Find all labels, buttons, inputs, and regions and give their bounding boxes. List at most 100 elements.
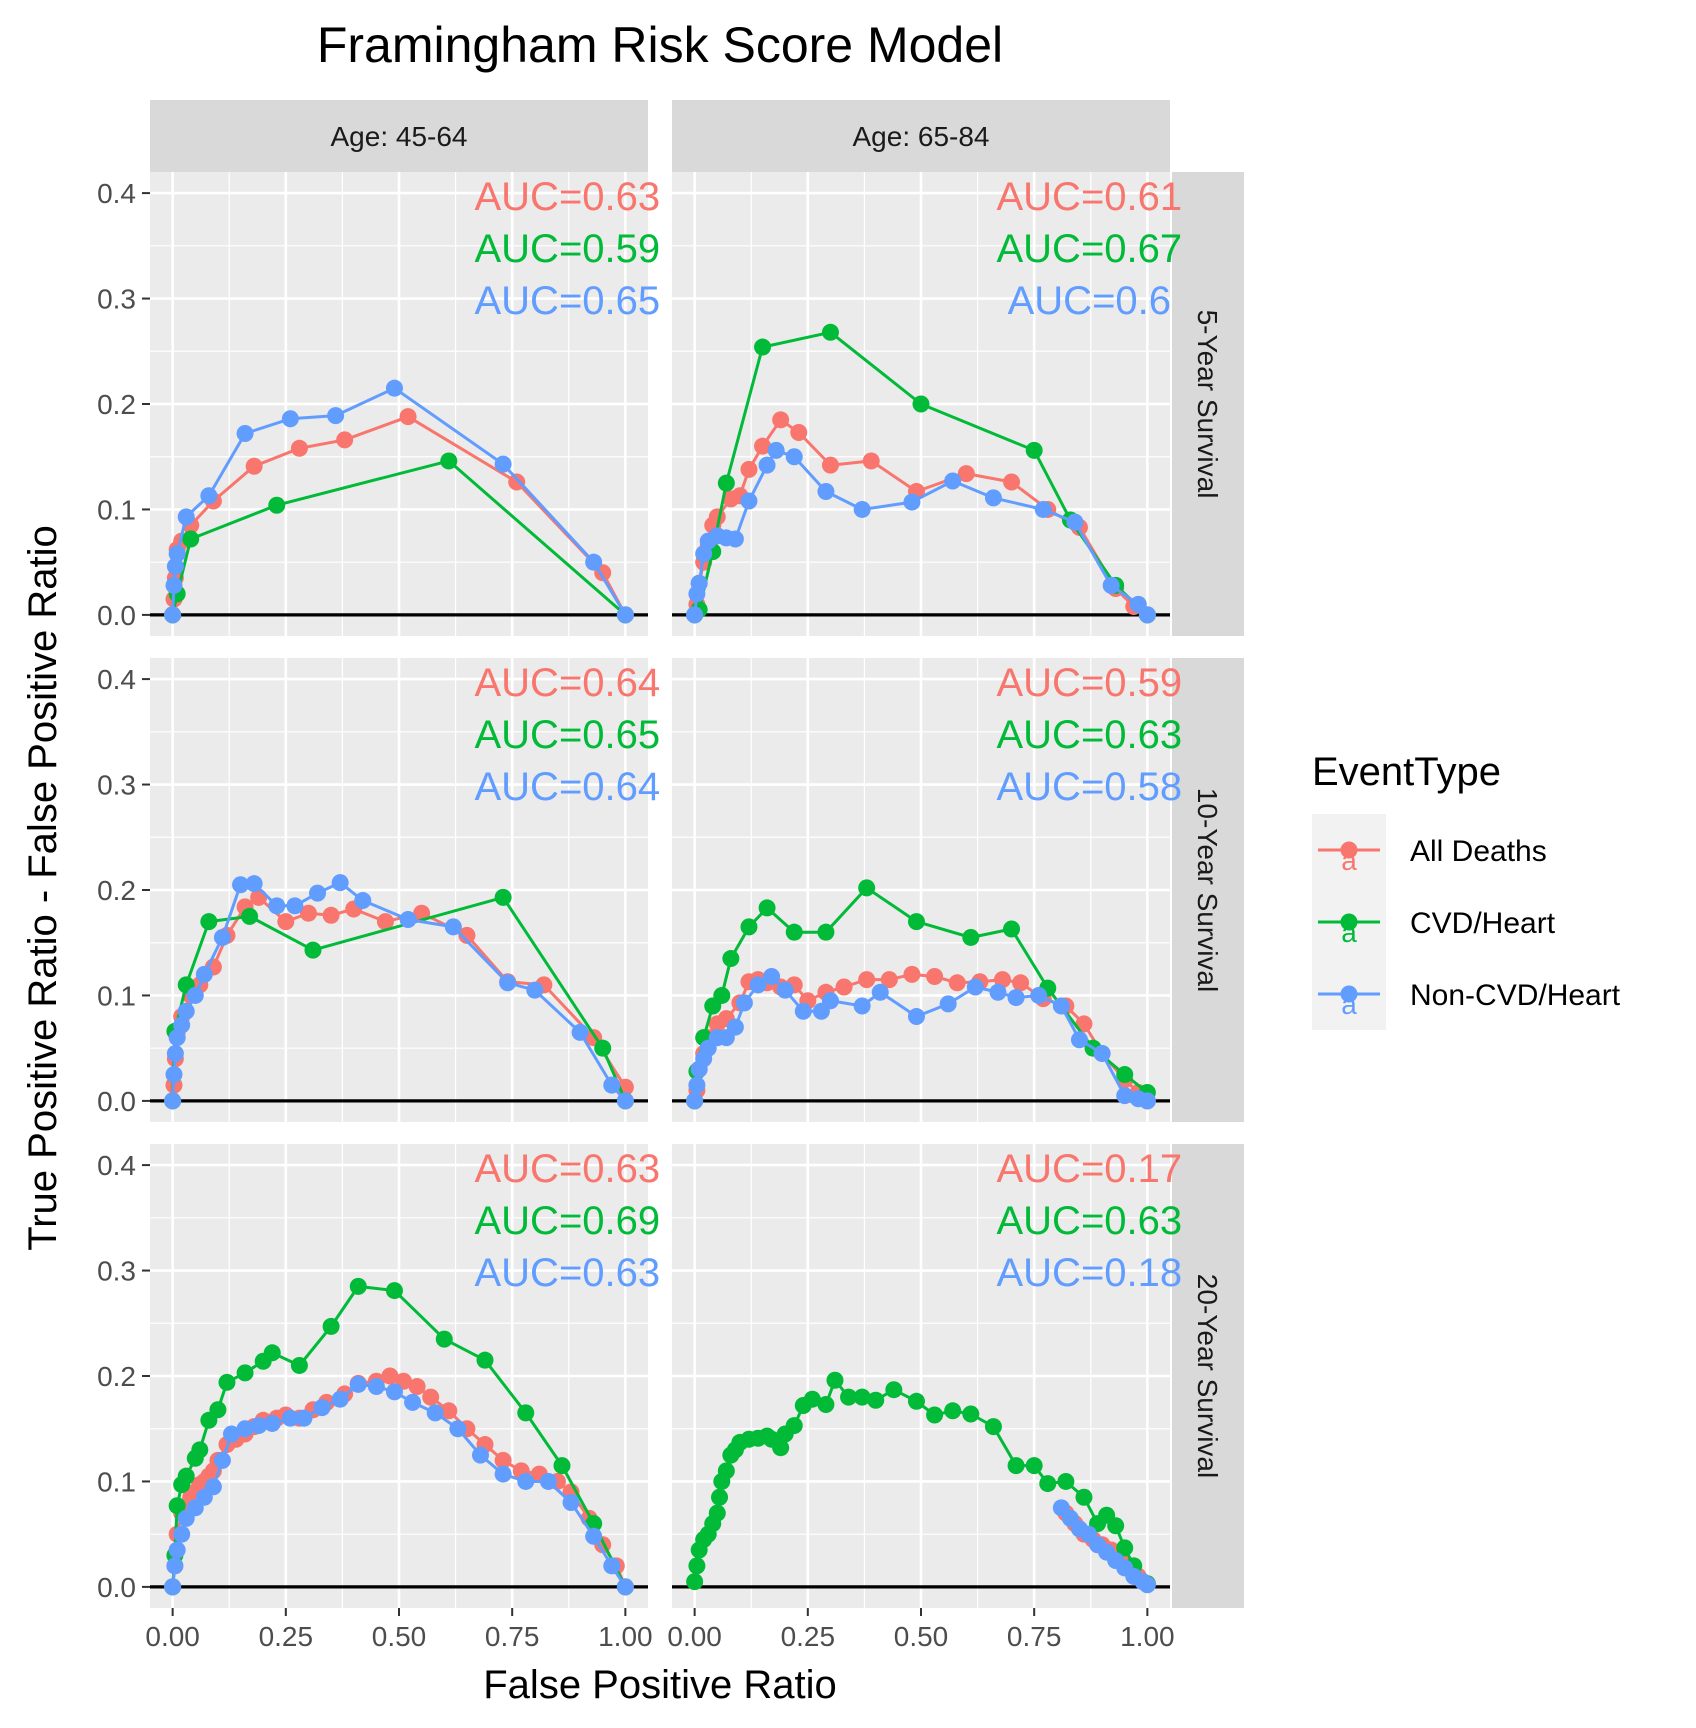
data-point-non-cvd-heart xyxy=(313,1399,331,1417)
x-tick-label: 0.25 xyxy=(781,1621,836,1652)
data-point-non-cvd-heart xyxy=(1007,989,1025,1007)
data-point-cvd-heart xyxy=(962,1405,980,1423)
facet-panel: AUC=0.63 AUC=0.59 AUC=0.65 0.0 0.1 0.2 0.3 0.4 xyxy=(97,172,660,636)
x-tick-label: 0.25 xyxy=(259,1621,314,1652)
data-point-non-cvd-heart xyxy=(354,892,372,910)
data-point-all-deaths xyxy=(440,1402,458,1420)
data-point-all-deaths xyxy=(880,971,898,989)
data-point-all-deaths xyxy=(376,913,394,931)
data-point-cvd-heart xyxy=(1057,1472,1075,1490)
data-point-non-cvd-heart xyxy=(449,1420,467,1438)
data-point-non-cvd-heart xyxy=(539,1472,557,1490)
data-point-non-cvd-heart xyxy=(526,981,544,999)
data-point-cvd-heart xyxy=(241,907,259,925)
data-point-all-deaths xyxy=(754,437,772,455)
data-point-all-deaths xyxy=(399,408,417,426)
data-point-non-cvd-heart xyxy=(1138,606,1156,624)
chart-title: Framingham Risk Score Model xyxy=(317,17,1003,73)
data-point-cvd-heart xyxy=(191,1441,209,1459)
data-point-non-cvd-heart xyxy=(494,455,512,473)
data-point-non-cvd-heart xyxy=(268,897,286,915)
data-point-non-cvd-heart xyxy=(286,897,304,915)
data-point-non-cvd-heart xyxy=(177,1002,195,1020)
auc-label-cvd-heart: AUC=0.63 xyxy=(996,1199,1182,1243)
data-point-cvd-heart xyxy=(858,879,876,897)
column-strip xyxy=(150,100,648,172)
auc-label-cvd-heart: AUC=0.69 xyxy=(474,1199,660,1243)
data-point-non-cvd-heart xyxy=(767,441,785,459)
data-point-all-deaths xyxy=(1012,974,1030,992)
data-point-non-cvd-heart xyxy=(616,1092,634,1110)
data-point-non-cvd-heart xyxy=(690,574,708,592)
data-point-cvd-heart xyxy=(177,1467,195,1485)
data-point-all-deaths xyxy=(948,974,966,992)
data-point-non-cvd-heart xyxy=(164,606,182,624)
data-point-cvd-heart xyxy=(853,1388,871,1406)
data-point-cvd-heart xyxy=(885,1381,903,1399)
data-point-all-deaths xyxy=(1003,473,1021,491)
legend-item-all-deaths: a All Deaths xyxy=(1312,814,1547,886)
data-point-cvd-heart xyxy=(907,913,925,931)
data-point-cvd-heart xyxy=(1003,920,1021,938)
data-point-cvd-heart xyxy=(740,918,758,936)
data-point-all-deaths xyxy=(790,423,808,441)
y-tick-label: 0.1 xyxy=(97,1466,136,1497)
data-point-non-cvd-heart xyxy=(853,500,871,518)
data-point-cvd-heart xyxy=(803,1390,821,1408)
x-axis-title: False Positive Ratio xyxy=(483,1663,836,1707)
data-point-cvd-heart xyxy=(268,496,286,514)
data-point-cvd-heart xyxy=(944,1402,962,1420)
data-point-non-cvd-heart xyxy=(758,456,776,474)
data-point-cvd-heart xyxy=(476,1351,494,1369)
data-point-all-deaths xyxy=(508,473,526,491)
data-point-non-cvd-heart xyxy=(166,1044,184,1062)
auc-label-cvd-heart: AUC=0.63 xyxy=(996,713,1182,757)
x-tick-label: 1.00 xyxy=(598,1621,653,1652)
data-point-all-deaths xyxy=(336,431,354,449)
data-point-cvd-heart xyxy=(1025,441,1043,459)
data-point-all-deaths xyxy=(858,971,876,989)
data-point-non-cvd-heart xyxy=(726,1018,744,1036)
auc-label-non-cvd-heart: AUC=0.6 xyxy=(1008,279,1171,323)
data-point-non-cvd-heart xyxy=(686,606,704,624)
data-point-non-cvd-heart xyxy=(168,1541,186,1559)
x-tick-label: 1.00 xyxy=(1120,1621,1175,1652)
data-point-cvd-heart xyxy=(772,1439,790,1457)
data-point-cvd-heart xyxy=(785,923,803,941)
data-point-cvd-heart xyxy=(817,923,835,941)
y-axis-title: True Positive Ratio - False Positive Rat… xyxy=(21,525,65,1250)
data-point-cvd-heart xyxy=(708,1504,726,1522)
data-point-non-cvd-heart xyxy=(177,508,195,526)
row-strip xyxy=(1172,1144,1244,1608)
data-point-non-cvd-heart xyxy=(907,1008,925,1026)
data-point-non-cvd-heart xyxy=(984,489,1002,507)
data-point-cvd-heart xyxy=(821,323,839,341)
data-point-non-cvd-heart xyxy=(740,492,758,510)
data-point-cvd-heart xyxy=(926,1406,944,1424)
auc-label-cvd-heart: AUC=0.65 xyxy=(474,713,660,757)
data-point-cvd-heart xyxy=(754,338,772,356)
data-point-non-cvd-heart xyxy=(499,974,517,992)
row-strip xyxy=(1172,172,1244,636)
data-point-non-cvd-heart xyxy=(213,1451,231,1469)
y-tick-label: 0.4 xyxy=(97,178,136,209)
data-point-non-cvd-heart xyxy=(222,1425,240,1443)
facet-panel: AUC=0.64 AUC=0.65 AUC=0.64 0.0 0.1 0.2 0.3 0.4 xyxy=(97,658,660,1122)
data-point-non-cvd-heart xyxy=(236,1420,254,1438)
auc-label-non-cvd-heart: AUC=0.58 xyxy=(996,765,1182,809)
data-point-cvd-heart xyxy=(168,1497,186,1515)
data-point-non-cvd-heart xyxy=(399,911,417,929)
y-tick-label: 0.3 xyxy=(97,284,136,315)
data-point-cvd-heart xyxy=(717,474,735,492)
data-point-cvd-heart xyxy=(912,395,930,413)
row-strip xyxy=(1172,658,1244,1122)
y-tick-label: 0.3 xyxy=(97,770,136,801)
facet-panel: AUC=0.63 AUC=0.69 AUC=0.63 0.0 0.1 0.2 0.3 0.4 0… xyxy=(97,1144,660,1652)
data-point-cvd-heart xyxy=(290,1356,308,1374)
data-point-cvd-heart xyxy=(209,1401,227,1419)
data-point-cvd-heart xyxy=(494,888,512,906)
data-point-all-deaths xyxy=(740,460,758,478)
data-point-non-cvd-heart xyxy=(263,1414,281,1432)
data-point-non-cvd-heart xyxy=(204,1478,222,1496)
data-point-cvd-heart xyxy=(385,1282,403,1300)
